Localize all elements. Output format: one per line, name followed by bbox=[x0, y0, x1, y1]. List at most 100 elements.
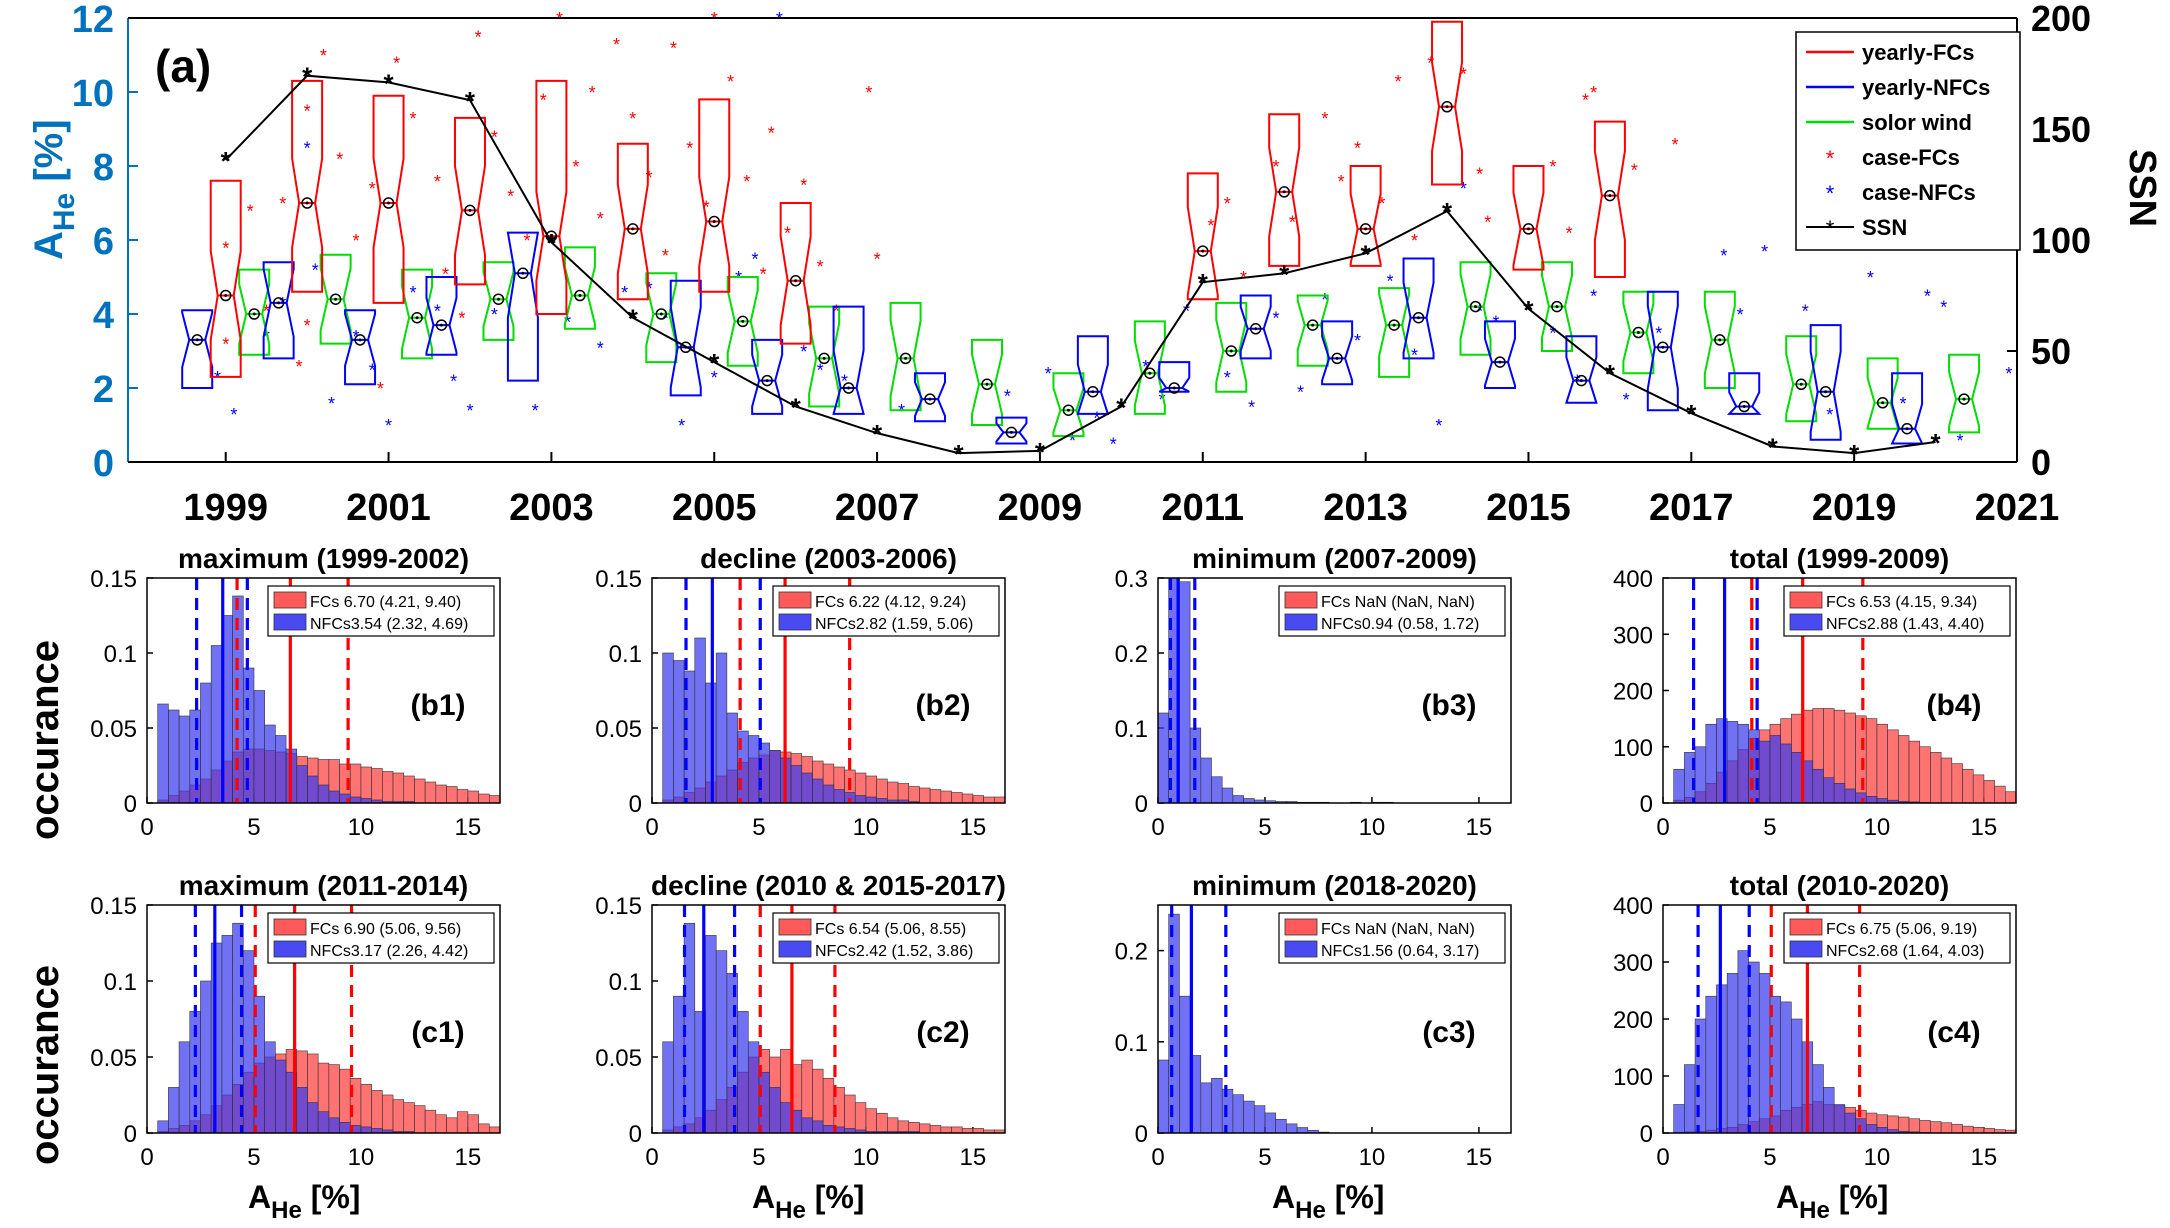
hist-x-tick-label: 15 bbox=[960, 1144, 987, 1171]
hist-bar-nfc bbox=[1157, 1059, 1169, 1134]
case-fc-point: * bbox=[295, 357, 302, 377]
hist-bar-fc bbox=[478, 793, 490, 804]
solar-wind-box-median-marker bbox=[1958, 393, 1970, 405]
hist-frame bbox=[651, 577, 1006, 804]
solar-wind-box-median-marker bbox=[1062, 404, 1075, 416]
case-nfc-point: * bbox=[1761, 242, 1768, 262]
hist-bar-fc bbox=[1983, 780, 1995, 804]
case-fc-point: * bbox=[369, 179, 376, 199]
solar-wind-box bbox=[1785, 335, 1818, 423]
hist-y-tick-label: 0.1 bbox=[1115, 1030, 1148, 1057]
hist-bar-fc bbox=[424, 781, 437, 804]
y-tick-label: 8 bbox=[93, 147, 114, 189]
yearly-nfc-box-median-dot bbox=[1335, 356, 1339, 360]
hist-bar-fc bbox=[446, 786, 458, 804]
yearly-nfc-box-median-marker bbox=[924, 393, 936, 405]
case-nfc-point: * bbox=[1273, 309, 1280, 329]
case-fc-point: * bbox=[247, 201, 254, 221]
yearly-nfc-box-body bbox=[1483, 320, 1516, 389]
solar-wind-box-median-marker bbox=[492, 293, 505, 305]
yearly-fc-box-median-dot bbox=[305, 201, 309, 205]
solar-wind-box-median-dot bbox=[415, 316, 419, 320]
hist-x-tick-label: 10 bbox=[853, 814, 880, 841]
case-nfc-point: * bbox=[1004, 386, 1011, 406]
hist-panel-c3: 0 0.1 0.2 0 5 10 15 FCs NaN (NaN, NaN) NFCs1.56 … bbox=[1115, 870, 1512, 1171]
case-fc-point: * bbox=[833, 301, 840, 321]
yearly-nfc-box-median-marker bbox=[1412, 311, 1425, 324]
hist-x-tick-label: 0 bbox=[1656, 814, 1669, 841]
yearly-fc-box-body bbox=[1431, 20, 1464, 186]
hist-bar-nfc bbox=[1726, 973, 1739, 1134]
hist-bar-nfc bbox=[694, 637, 706, 804]
hist-bar-nfc bbox=[1791, 752, 1803, 804]
yearly-fc-box-median-dot bbox=[1201, 249, 1205, 253]
case-fc-point: * bbox=[1427, 53, 1434, 73]
case-fc-point: * bbox=[703, 198, 710, 218]
hist-legend-swatch-nfc bbox=[1789, 940, 1823, 958]
hist-bar-nfc bbox=[1264, 1112, 1276, 1134]
hist-x-tick-label: 10 bbox=[1864, 1144, 1891, 1171]
hist-legend-swatch-fc bbox=[273, 918, 307, 936]
ssn-point: * bbox=[383, 68, 394, 98]
hist-legend-fc: FCs 6.90 (5.06, 9.56) bbox=[310, 921, 461, 938]
hist-bar-nfc bbox=[157, 703, 169, 804]
x-tick-label: 2009 bbox=[998, 487, 1083, 529]
hist-legend-fc: FCs 6.54 (5.06, 8.55) bbox=[815, 921, 966, 938]
hist-xlabel-1-unit: [%] bbox=[302, 1179, 361, 1215]
case-fc-point: * bbox=[784, 224, 791, 244]
hist-bar-fc bbox=[908, 786, 920, 804]
hist-panel-c2: 0 0.05 0.1 0.15 0 5 10 15 FCs 6.54 (5.06, 8.55) N… bbox=[595, 870, 1006, 1171]
case-fc-point: * bbox=[442, 264, 449, 284]
solar-wind-box-median-marker bbox=[818, 352, 830, 365]
hist-bar-nfc bbox=[328, 790, 340, 804]
case-fc-point: * bbox=[670, 39, 677, 59]
yearly-nfc-box-body bbox=[425, 276, 458, 356]
solar-wind-box-median-marker bbox=[1795, 378, 1807, 391]
hist-bar-nfc bbox=[812, 778, 824, 804]
case-nfc-point: * bbox=[385, 416, 392, 436]
hist-bar-fc bbox=[1962, 1125, 1974, 1134]
hist-frame bbox=[1662, 904, 2017, 1134]
case-fc-point: * bbox=[572, 157, 579, 177]
hist-panel-label: (c2) bbox=[916, 1016, 969, 1049]
case-nfc-point: * bbox=[1655, 324, 1662, 344]
case-nfc-point: * bbox=[369, 361, 376, 381]
hist-bar-nfc bbox=[1780, 1001, 1792, 1134]
hist-bar-nfc bbox=[1812, 1064, 1824, 1134]
hist-bar-nfc bbox=[1758, 740, 1771, 804]
solar-wind-box-median-dot bbox=[741, 319, 745, 323]
yearly-nfc-box-median-marker bbox=[761, 374, 773, 387]
solar-wind-box-body bbox=[1948, 353, 1981, 434]
yearly-fc-box-median-marker bbox=[301, 197, 313, 209]
yearly-nfc-box bbox=[1239, 294, 1272, 360]
case-nfc-point: * bbox=[2005, 364, 2012, 384]
hist-bar-nfc bbox=[1769, 735, 1781, 804]
hist-legend-swatch-fc bbox=[1789, 591, 1823, 609]
case-fc-point: * bbox=[1224, 194, 1231, 214]
yearly-fc-box bbox=[1512, 165, 1545, 271]
y2-tick-label: 150 bbox=[2031, 109, 2091, 150]
hist-bar-nfc bbox=[317, 784, 330, 804]
yearly-fc-box bbox=[372, 94, 405, 304]
solar-wind-box-body bbox=[1703, 290, 1736, 389]
hist-bar-nfc bbox=[1758, 973, 1771, 1134]
legend: yearly-FCs yearly-NFCs solor wind * case… bbox=[1795, 31, 2021, 251]
yearly-nfc-box-body bbox=[914, 372, 947, 423]
case-fc-point: * bbox=[1631, 161, 1638, 181]
hist-bar-nfc bbox=[1179, 995, 1191, 1134]
yearly-fc-box-median-dot bbox=[224, 294, 228, 297]
hist-bar-fc bbox=[382, 771, 394, 804]
yearly-fc-box-body bbox=[1349, 165, 1382, 267]
hist-bar-nfc bbox=[317, 1111, 330, 1134]
hist-bar-nfc bbox=[1673, 768, 1685, 804]
hist-y-tick-label: 0.15 bbox=[595, 566, 642, 593]
case-nfc-point: * bbox=[646, 279, 653, 299]
yearly-nfc-box bbox=[832, 305, 865, 415]
hist-bar-fc bbox=[1962, 768, 1974, 804]
hist-x-tick-label: 10 bbox=[348, 1144, 375, 1171]
case-fc-point: * bbox=[1289, 213, 1296, 233]
yearly-nfc-box-median-dot bbox=[195, 338, 199, 342]
hist-bar-fc bbox=[467, 790, 479, 804]
case-nfc-point: * bbox=[564, 312, 571, 332]
hist-x-tick-label: 0 bbox=[645, 814, 658, 841]
